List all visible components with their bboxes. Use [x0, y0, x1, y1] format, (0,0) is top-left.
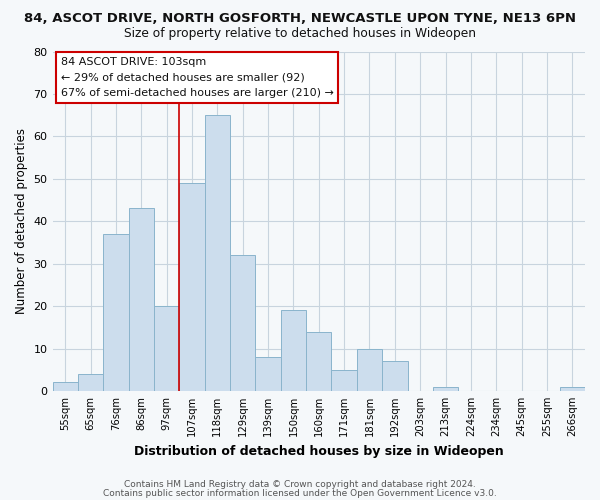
- Text: Contains HM Land Registry data © Crown copyright and database right 2024.: Contains HM Land Registry data © Crown c…: [124, 480, 476, 489]
- Y-axis label: Number of detached properties: Number of detached properties: [15, 128, 28, 314]
- Bar: [306, 332, 331, 391]
- Bar: [179, 183, 205, 391]
- Text: 84, ASCOT DRIVE, NORTH GOSFORTH, NEWCASTLE UPON TYNE, NE13 6PN: 84, ASCOT DRIVE, NORTH GOSFORTH, NEWCAST…: [24, 12, 576, 26]
- Bar: [230, 255, 256, 391]
- Bar: [382, 361, 407, 391]
- Bar: [205, 115, 230, 391]
- Text: Contains public sector information licensed under the Open Government Licence v3: Contains public sector information licen…: [103, 488, 497, 498]
- Bar: [560, 386, 585, 391]
- Bar: [128, 208, 154, 391]
- Bar: [256, 357, 281, 391]
- Bar: [281, 310, 306, 391]
- Bar: [433, 386, 458, 391]
- X-axis label: Distribution of detached houses by size in Wideopen: Distribution of detached houses by size …: [134, 444, 503, 458]
- Text: 84 ASCOT DRIVE: 103sqm
← 29% of detached houses are smaller (92)
67% of semi-det: 84 ASCOT DRIVE: 103sqm ← 29% of detached…: [61, 56, 334, 98]
- Bar: [154, 306, 179, 391]
- Bar: [357, 348, 382, 391]
- Bar: [53, 382, 78, 391]
- Bar: [103, 234, 128, 391]
- Bar: [78, 374, 103, 391]
- Bar: [331, 370, 357, 391]
- Text: Size of property relative to detached houses in Wideopen: Size of property relative to detached ho…: [124, 28, 476, 40]
